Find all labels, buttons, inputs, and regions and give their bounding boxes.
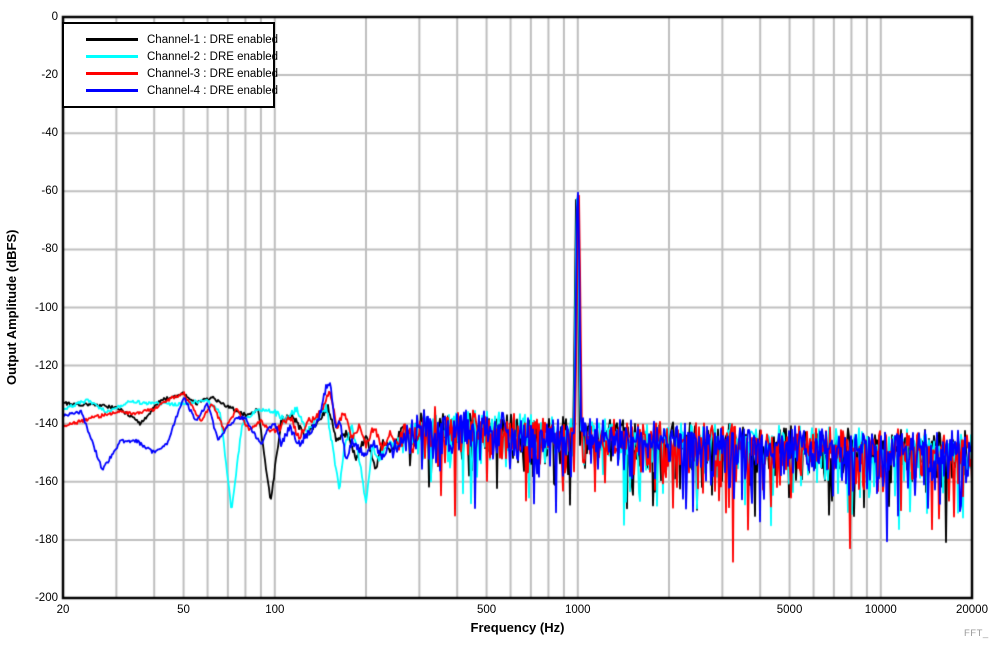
legend-line-swatch [86, 89, 138, 92]
y-tick-label: -200 [34, 592, 58, 604]
legend-item-label: Channel-1 : DRE enabled [147, 33, 279, 46]
y-axis-title: Output Amplitude (dBFS) [4, 229, 19, 386]
x-tick-label: 20000 [956, 604, 988, 616]
legend-item: Channel-3 : DRE enabled [70, 65, 278, 82]
legend-item: Channel-4 : DRE enabled [70, 82, 278, 99]
x-tick-label: 100 [265, 604, 285, 616]
y-tick-label: -60 [41, 185, 58, 198]
x-tick-label: 5000 [776, 604, 803, 616]
y-tick-label: -140 [34, 417, 58, 430]
legend-item: Channel-1 : DRE enabled [70, 31, 278, 48]
y-tick-label: -160 [34, 475, 58, 488]
legend-item-label: Channel-3 : DRE enabled [147, 67, 279, 80]
y-tick-label: -100 [34, 301, 58, 314]
y-tick-label: -20 [41, 69, 58, 82]
y-tick-label: -40 [41, 127, 58, 140]
legend-line-swatch [86, 38, 138, 41]
y-tick-label: -80 [41, 243, 58, 256]
watermark-text: FFT_ [964, 628, 989, 639]
y-tick-label: -180 [34, 533, 58, 546]
legend-item: Channel-2 : DRE enabled [70, 48, 278, 65]
legend-line-swatch [86, 72, 138, 75]
x-tick-label: 20 [56, 604, 70, 616]
x-axis-title: Frequency (Hz) [470, 620, 565, 635]
legend-item-label: Channel-2 : DRE enabled [147, 50, 279, 63]
y-tick-label: -120 [34, 359, 58, 372]
legend-line-swatch [86, 55, 138, 58]
legend: Channel-1 : DRE enabled Channel-2 : DRE e… [62, 22, 278, 108]
x-tick-label: 10000 [864, 604, 897, 616]
x-tick-label: 50 [177, 604, 190, 616]
legend-item-label: Channel-4 : DRE enabled [147, 84, 279, 97]
y-tick-label: 0 [51, 11, 58, 23]
x-tick-label: 500 [476, 604, 497, 616]
x-tick-label: 1000 [564, 604, 591, 616]
